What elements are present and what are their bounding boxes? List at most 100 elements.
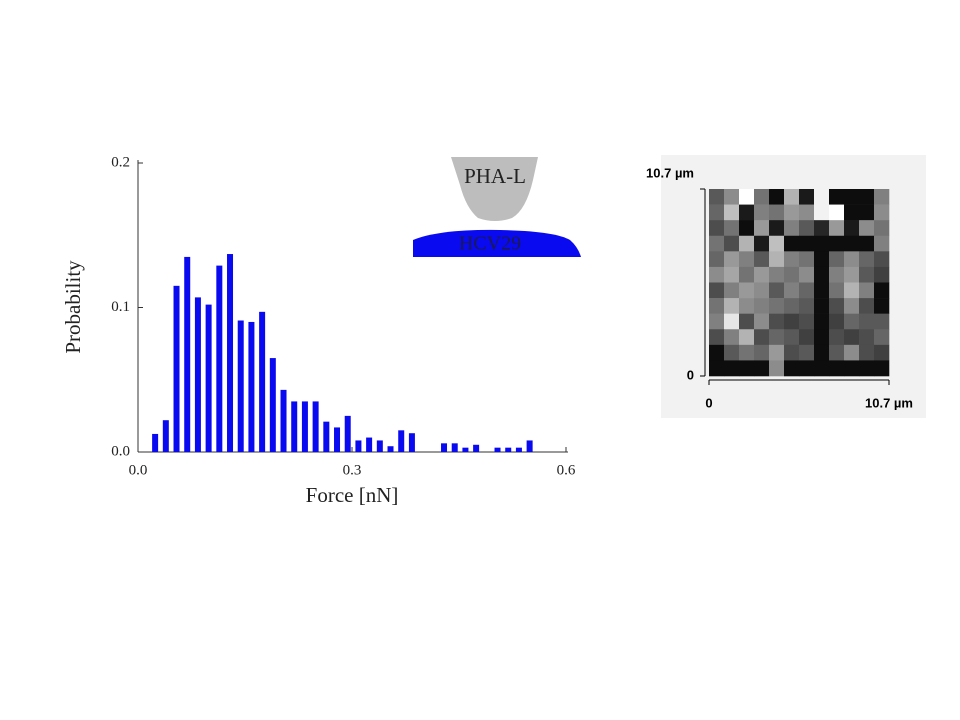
map-cell	[859, 360, 875, 377]
map-cell	[799, 298, 815, 314]
map-cell	[769, 235, 785, 252]
map-cell	[784, 235, 800, 252]
map-cell	[859, 189, 875, 205]
map-cell	[709, 251, 725, 268]
map-cell	[799, 204, 815, 221]
map-cell	[769, 344, 785, 361]
map-cell	[784, 360, 800, 377]
map-cell	[739, 344, 755, 361]
map-cell	[784, 298, 800, 314]
probe-label: PHA-L	[464, 164, 526, 188]
map-cell	[814, 344, 830, 361]
map-cell	[859, 282, 875, 299]
map-cell	[739, 204, 755, 221]
map-cell	[709, 298, 725, 314]
map-cell	[724, 204, 740, 221]
map-cell	[724, 360, 740, 377]
map-cell	[739, 313, 755, 330]
bar	[205, 304, 212, 452]
map-x-tick-label: 10.7 µm	[865, 395, 913, 410]
map-cell	[709, 329, 725, 346]
map-cell	[844, 313, 860, 330]
map-cell	[799, 251, 815, 268]
map-cell	[829, 298, 845, 314]
map-cell	[724, 251, 740, 268]
map-cell	[844, 251, 860, 268]
map-cell	[799, 235, 815, 252]
map-cell	[844, 204, 860, 221]
map-cell	[829, 360, 845, 377]
map-cell	[844, 266, 860, 283]
map-cell	[769, 220, 785, 237]
x-axis-title: Force [nN]	[306, 483, 399, 507]
bar	[194, 297, 201, 452]
map-cell	[814, 282, 830, 299]
map-cell	[829, 189, 845, 205]
map-cell	[724, 189, 740, 205]
map-cell	[784, 344, 800, 361]
map-cell	[724, 282, 740, 299]
bar	[451, 443, 458, 452]
map-cell	[754, 220, 770, 237]
bar	[173, 285, 180, 452]
bar	[398, 430, 405, 452]
bar	[355, 440, 362, 452]
map-cell	[844, 298, 860, 314]
map-cell	[799, 360, 815, 377]
map-cell	[739, 360, 755, 377]
bar	[259, 311, 266, 452]
map-cell	[784, 313, 800, 330]
map-cell	[859, 220, 875, 237]
map-cell	[874, 266, 890, 283]
bar	[334, 427, 341, 452]
map-cell	[754, 282, 770, 299]
map-cell	[829, 220, 845, 237]
bar	[323, 421, 330, 452]
probe-tip	[451, 157, 538, 221]
map-cell	[724, 313, 740, 330]
map-cell	[709, 220, 725, 237]
map-cell	[754, 266, 770, 283]
map-cell	[844, 360, 860, 377]
bar	[301, 401, 308, 452]
map-cell	[754, 251, 770, 268]
bar	[248, 321, 255, 452]
map-cell	[844, 329, 860, 346]
bar	[291, 401, 298, 452]
bar	[462, 447, 469, 452]
map-cell	[874, 220, 890, 237]
map-cell	[724, 329, 740, 346]
map-cell	[844, 344, 860, 361]
bar	[408, 433, 415, 452]
bar	[152, 433, 159, 452]
map-cell	[874, 298, 890, 314]
map-cell	[739, 251, 755, 268]
map-cell	[829, 313, 845, 330]
map-cell	[769, 360, 785, 377]
cell-label: HCV29	[459, 233, 521, 255]
map-cell	[754, 235, 770, 252]
map-cell	[754, 189, 770, 205]
map-cell	[784, 282, 800, 299]
bar	[526, 440, 533, 452]
map-cell	[844, 220, 860, 237]
bar	[473, 444, 480, 452]
cell-surface	[413, 229, 581, 257]
bar	[387, 446, 394, 452]
map-cell	[769, 282, 785, 299]
map-cell	[739, 266, 755, 283]
map-cell	[859, 204, 875, 221]
map-cell	[739, 235, 755, 252]
map-cell	[859, 344, 875, 361]
map-cell	[739, 282, 755, 299]
map-cell	[769, 204, 785, 221]
map-cell	[754, 360, 770, 377]
map-cell	[769, 329, 785, 346]
y-tick-label: 0.2	[111, 154, 130, 170]
map-cell	[784, 251, 800, 268]
bar	[344, 415, 351, 452]
map-cell	[769, 189, 785, 205]
y-tick-label: 0.0	[111, 443, 130, 459]
map-cell	[859, 313, 875, 330]
